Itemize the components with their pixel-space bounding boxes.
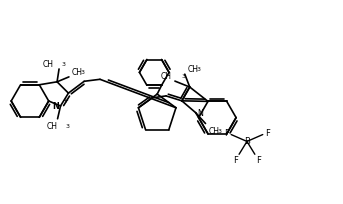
Text: F: F — [256, 155, 261, 164]
Text: N: N — [198, 109, 203, 118]
Text: 3: 3 — [62, 61, 66, 66]
Text: CH: CH — [209, 126, 220, 135]
Text: N: N — [52, 102, 59, 111]
Text: 3: 3 — [81, 70, 85, 75]
Text: 3: 3 — [66, 124, 69, 129]
Text: +: + — [62, 98, 68, 103]
Text: F: F — [265, 129, 270, 137]
Text: F: F — [233, 155, 238, 164]
Text: 3: 3 — [217, 128, 221, 133]
Text: CH: CH — [72, 68, 83, 77]
Text: F: F — [224, 129, 229, 137]
Text: CH: CH — [43, 59, 54, 68]
Text: CH: CH — [47, 122, 58, 131]
Text: CH: CH — [188, 64, 199, 73]
Text: CH: CH — [161, 71, 172, 80]
Text: B: B — [244, 136, 250, 145]
Text: 3: 3 — [182, 73, 186, 78]
Text: 3: 3 — [197, 67, 201, 71]
